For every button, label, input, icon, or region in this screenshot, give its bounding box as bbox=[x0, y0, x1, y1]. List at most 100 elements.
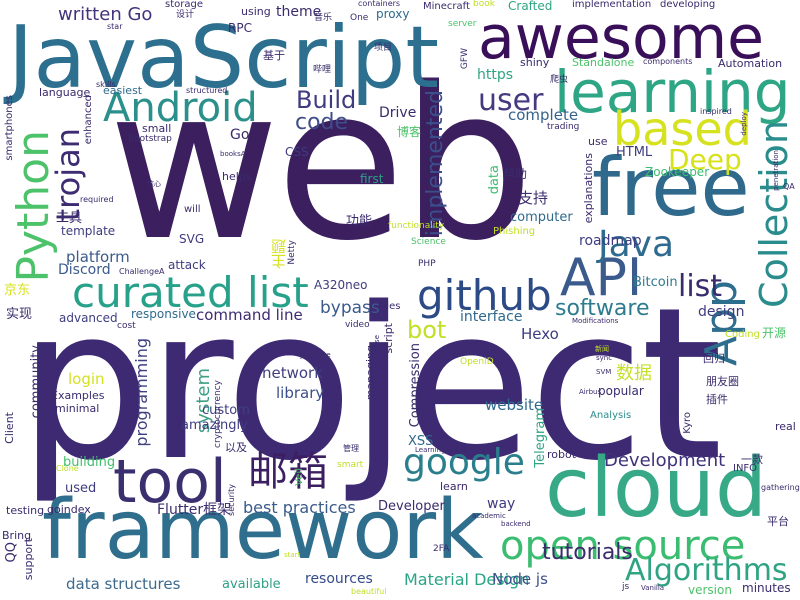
word: API bbox=[560, 248, 643, 308]
word: attack bbox=[168, 258, 206, 272]
word: security bbox=[227, 484, 236, 516]
word: PHP bbox=[418, 259, 436, 269]
word: web bbox=[108, 42, 534, 287]
word: Phishing bbox=[493, 226, 536, 237]
word: containers bbox=[358, 0, 401, 8]
word: used bbox=[65, 481, 97, 496]
word: popular bbox=[598, 384, 644, 398]
word: 朋友圈 bbox=[706, 375, 739, 388]
word: amazingly bbox=[181, 418, 248, 433]
word: 网易 bbox=[666, 392, 680, 416]
word: awesome bbox=[478, 3, 765, 73]
word: first bbox=[360, 172, 384, 186]
word: testing bbox=[6, 504, 45, 517]
word: language bbox=[39, 86, 91, 99]
word: XSS bbox=[408, 434, 434, 449]
word: 功能 bbox=[346, 214, 373, 229]
word: CSS bbox=[285, 145, 309, 159]
word: roadmap bbox=[579, 233, 642, 249]
word: enhanced bbox=[83, 95, 94, 145]
word: custom bbox=[202, 403, 250, 418]
word: proxy bbox=[376, 7, 410, 21]
word: INFO bbox=[733, 463, 758, 474]
word: website bbox=[485, 396, 544, 414]
word: trading bbox=[547, 122, 580, 132]
word: best practices bbox=[243, 498, 356, 517]
word: cost bbox=[117, 321, 136, 331]
word: implementation bbox=[572, 0, 652, 10]
word: Kyro bbox=[682, 412, 693, 434]
word: learning bbox=[554, 58, 791, 126]
word: https bbox=[477, 67, 514, 83]
word: easiest bbox=[103, 84, 143, 97]
word: penetration bbox=[772, 150, 780, 191]
word: 邮箱 bbox=[248, 449, 328, 495]
word: free bbox=[592, 141, 750, 234]
word: data structures bbox=[66, 575, 181, 593]
word: Developer bbox=[378, 499, 445, 514]
word: required bbox=[80, 195, 114, 204]
word: Airbus bbox=[579, 388, 602, 396]
word: community bbox=[29, 345, 44, 419]
word: Bootstrap bbox=[128, 134, 172, 144]
word: booksA bbox=[220, 150, 246, 158]
word: SVM bbox=[596, 368, 612, 376]
word: using bbox=[241, 5, 271, 18]
word: Crafted bbox=[508, 0, 553, 13]
word: files bbox=[380, 301, 401, 312]
word: robot bbox=[547, 448, 577, 461]
word: available bbox=[222, 577, 281, 592]
word: helps bbox=[222, 170, 252, 183]
word: platform bbox=[66, 248, 130, 266]
word: framework bbox=[42, 483, 484, 578]
word: Science bbox=[411, 237, 446, 247]
word: sync bbox=[596, 354, 613, 362]
word: functionality bbox=[388, 221, 445, 231]
word: 音乐 bbox=[314, 13, 333, 23]
word: 京东 bbox=[4, 283, 31, 298]
word: Bring bbox=[2, 529, 32, 542]
word: developing bbox=[660, 0, 716, 10]
word: Automation bbox=[718, 57, 783, 70]
word: 数据 bbox=[616, 363, 652, 384]
word: Analysis bbox=[590, 410, 632, 421]
word: Clone bbox=[56, 464, 79, 473]
word: book bbox=[473, 0, 495, 9]
word: GFW bbox=[460, 48, 470, 70]
word: backend bbox=[501, 520, 531, 528]
word: based bbox=[613, 102, 752, 156]
word: way bbox=[487, 496, 516, 512]
word: 支持 bbox=[518, 189, 549, 207]
word: smartphones bbox=[4, 95, 15, 161]
word: resources bbox=[305, 571, 373, 587]
word: code bbox=[295, 110, 349, 135]
word: 帮助 bbox=[503, 167, 528, 181]
word: Drive bbox=[379, 105, 417, 121]
word: 项目 bbox=[374, 43, 393, 53]
word: JavaScript bbox=[8, 8, 440, 108]
word: bypass bbox=[320, 298, 380, 318]
word: advanced bbox=[59, 311, 118, 325]
word: smart bbox=[337, 460, 364, 470]
word: tool bbox=[113, 447, 227, 517]
word: project bbox=[18, 262, 723, 507]
word: written Go bbox=[58, 4, 153, 25]
word: A320neo bbox=[314, 278, 368, 292]
word: 平台 bbox=[767, 515, 789, 528]
word: cryptocurrency bbox=[213, 380, 223, 448]
word: Discord bbox=[58, 262, 111, 278]
word: QQ bbox=[4, 542, 19, 563]
word: OpenID bbox=[460, 357, 494, 367]
word: js bbox=[622, 582, 630, 592]
word: login bbox=[68, 370, 105, 388]
word: google bbox=[403, 442, 525, 483]
word: components bbox=[643, 57, 693, 66]
word: generate bbox=[299, 351, 331, 359]
word: 插件 bbox=[706, 393, 728, 406]
word: explanations bbox=[582, 153, 595, 224]
word: QA bbox=[783, 182, 795, 191]
word: 博客 bbox=[397, 125, 422, 139]
word: Android bbox=[103, 85, 258, 131]
word: 一款 bbox=[741, 453, 763, 466]
